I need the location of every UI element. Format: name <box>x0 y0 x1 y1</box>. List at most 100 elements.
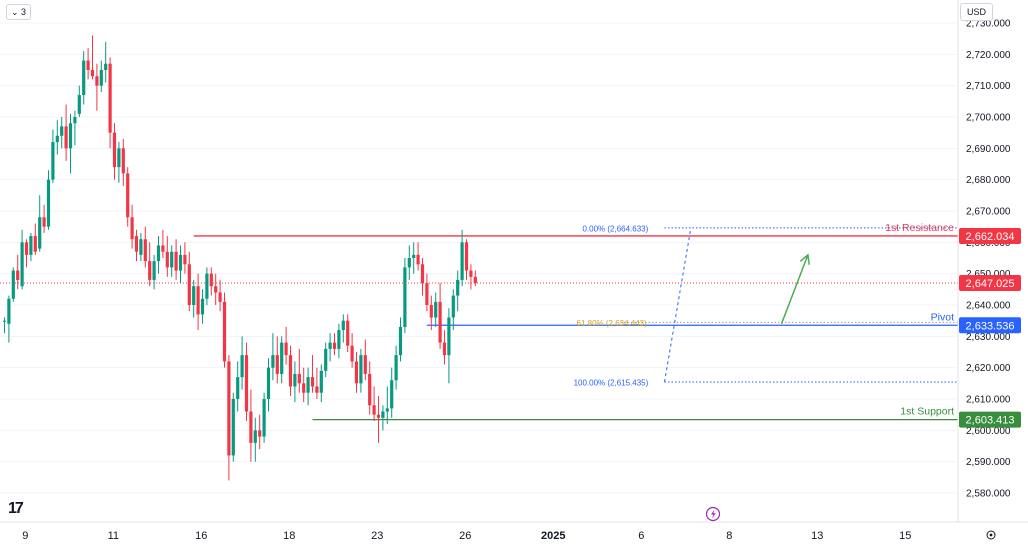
candle <box>456 270 460 312</box>
candle <box>178 245 183 284</box>
x-tick-label: 6 <box>638 530 644 542</box>
candle-body <box>425 283 429 305</box>
candle-body <box>324 348 328 371</box>
candle <box>266 358 271 412</box>
candle <box>416 242 420 271</box>
candle-body <box>407 258 411 268</box>
candle-body <box>200 298 205 315</box>
candle <box>222 292 227 368</box>
x-tick-label: 8 <box>726 530 732 542</box>
candle-body <box>328 342 332 349</box>
candle <box>187 251 191 312</box>
candle <box>253 417 257 462</box>
candle <box>302 367 306 403</box>
candle <box>108 57 112 149</box>
candle-body <box>51 142 55 180</box>
candle <box>363 339 367 381</box>
candle-body <box>117 148 121 168</box>
candle-body <box>165 251 169 268</box>
candle <box>29 232 33 262</box>
candle-body <box>178 254 183 271</box>
last-price-tag: 2,647.025 <box>959 274 1021 291</box>
candle <box>209 267 213 296</box>
candle-body <box>29 236 33 255</box>
candle <box>196 273 200 331</box>
level-label: 1st Resistance <box>885 222 954 234</box>
y-tick-label: 2,620.000 <box>966 363 1011 374</box>
candle <box>130 204 134 249</box>
candle <box>429 295 433 331</box>
candle-body <box>302 383 306 393</box>
candle <box>328 333 332 362</box>
candle-body <box>214 286 218 293</box>
candle-body <box>315 386 319 393</box>
candle <box>385 386 389 425</box>
candle-body <box>20 242 24 287</box>
candle-body <box>192 286 196 305</box>
candle <box>174 239 178 280</box>
candle <box>464 239 469 280</box>
candle <box>46 170 51 230</box>
candle <box>2 317 7 334</box>
candle-body <box>262 399 266 437</box>
candle <box>192 279 196 318</box>
candle <box>293 361 297 403</box>
level-price-tag: 2,662.034 <box>959 227 1021 244</box>
lightning-icon[interactable] <box>705 506 721 522</box>
collapse-button[interactable]: ⌄ 3 <box>6 4 32 20</box>
x-tick-label: 26 <box>459 530 471 542</box>
candle-body <box>354 361 359 384</box>
candle <box>161 229 165 258</box>
candle-body <box>11 270 15 299</box>
candle-body <box>99 70 103 86</box>
candle-body <box>390 380 394 409</box>
price-axis[interactable]: 2,580.000 2,590.000 2,600.000 2,610.000 2,62… <box>966 19 1011 500</box>
candle <box>434 292 438 327</box>
level-label: 1st Support <box>900 406 954 418</box>
candle <box>442 330 447 365</box>
candle <box>16 254 20 290</box>
x-tick-label: 16 <box>195 530 207 542</box>
candle <box>262 392 266 443</box>
candle <box>152 254 156 290</box>
svg-text:2,633.536: 2,633.536 <box>966 320 1015 332</box>
candle <box>288 345 293 396</box>
candle-body <box>126 173 130 218</box>
x-tick-label: 15 <box>899 530 911 542</box>
y-tick-label: 2,730.000 <box>966 19 1011 30</box>
currency-button[interactable]: USD <box>960 3 994 21</box>
candle-body <box>253 430 257 443</box>
level-label: Pivot <box>931 311 954 323</box>
candle <box>469 264 473 290</box>
candle-body <box>183 254 187 265</box>
candle-body <box>90 70 95 77</box>
candle-body <box>363 355 367 374</box>
candle-body <box>134 236 139 252</box>
candle-body <box>64 126 68 149</box>
y-tick-label: 2,580.000 <box>966 489 1011 500</box>
candle-body <box>82 60 86 96</box>
candle <box>473 270 477 287</box>
candle-body <box>60 126 64 136</box>
candle-body <box>244 355 249 412</box>
candle <box>139 232 143 262</box>
candle-body <box>108 63 112 133</box>
candle <box>394 345 398 390</box>
candle-body <box>42 217 46 227</box>
candle-body <box>280 342 284 374</box>
candle-body <box>86 60 90 70</box>
level-price-tag: 2,603.413 <box>959 411 1021 428</box>
candle-body <box>460 242 464 280</box>
time-axis[interactable]: 9 11 16 18 23 26 2025 6 8 13 15 <box>22 530 911 542</box>
candle <box>376 395 381 443</box>
candle-body <box>46 179 51 227</box>
candle <box>68 113 73 174</box>
candle-body <box>456 279 460 296</box>
settings-icon[interactable] <box>986 530 996 540</box>
fib-label: 61.80% (2,634.443) <box>577 319 648 328</box>
candle <box>90 35 95 80</box>
candle-body <box>297 373 301 384</box>
candle <box>258 414 262 450</box>
candle <box>420 258 425 296</box>
